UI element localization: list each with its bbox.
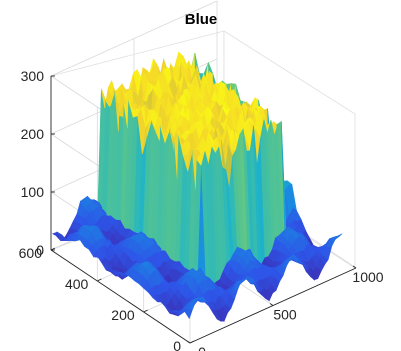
y-tick-mark [97, 278, 102, 282]
axes [50, 75, 357, 344]
surface-patch [333, 233, 343, 238]
y-tick-label: 400 [65, 276, 89, 292]
x-tick-label: 1000 [352, 269, 383, 285]
z-tick-label: 100 [21, 184, 45, 200]
z-tick-label: 300 [21, 68, 45, 84]
x-tick-mark [186, 340, 191, 344]
y-tick-mark [189, 340, 195, 344]
x-tick-label: 0 [198, 344, 206, 351]
x-tick-mark [269, 303, 274, 306]
y-tick-mark [50, 247, 56, 251]
chart-title: Blue [185, 11, 218, 28]
y-tick-label: 200 [111, 307, 135, 323]
z-tick-label: 0 [36, 242, 44, 258]
y-tick-label: 600 [19, 245, 43, 261]
z-tick-label: 200 [21, 126, 45, 142]
x-tick-label: 500 [273, 307, 297, 323]
y-tick-label: 0 [173, 338, 181, 351]
y-tick-mark [143, 309, 148, 313]
tick-labels: 0100200300020040060005001000 [19, 68, 384, 351]
y-axis-line [50, 249, 191, 344]
surface [51, 51, 343, 322]
x-tick-mark [352, 265, 357, 269]
